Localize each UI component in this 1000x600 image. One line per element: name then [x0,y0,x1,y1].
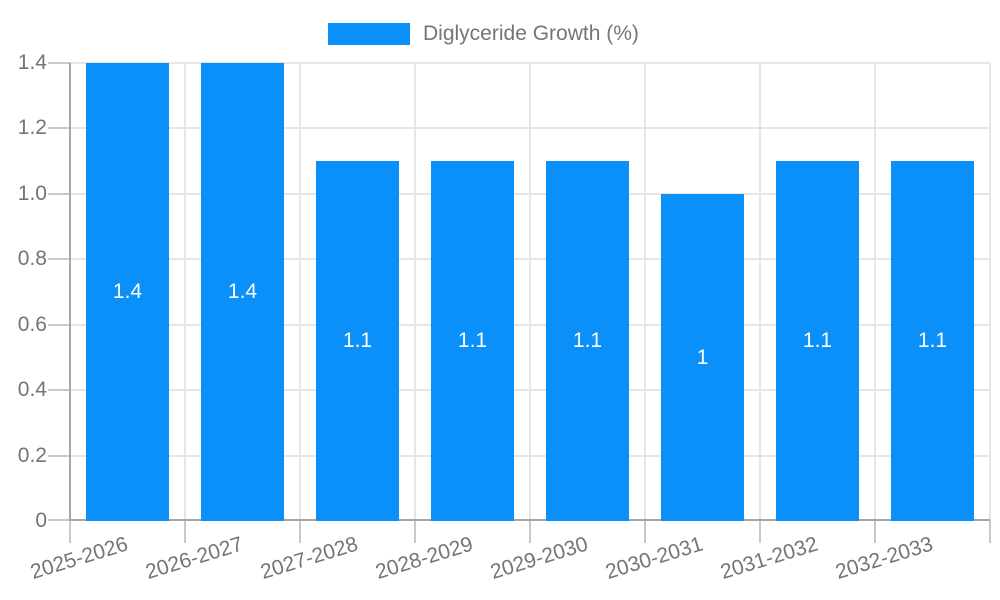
legend-label: Diglyceride Growth (%) [423,22,639,45]
x-tick-label: 2030-2031 [602,532,706,584]
v-gridline [414,63,416,521]
bar-value-label: 1.1 [917,329,948,352]
x-axis-tick [989,521,991,543]
x-tick-label: 2031-2032 [717,532,821,584]
x-tick-label: 2029-2030 [487,532,591,584]
bar[interactable]: 1.1 [546,161,629,521]
y-axis-tick [48,519,70,521]
x-axis-line [70,519,990,521]
x-tick-label: 2027-2028 [257,532,361,584]
legend-item[interactable]: Diglyceride Growth (%) [328,23,639,45]
y-tick-label: 0.4 [17,378,47,402]
y-axis-tick [48,192,70,195]
bar-value-label: 1.1 [572,329,603,352]
y-tick-label: 0.8 [17,247,47,271]
x-axis-tick [759,521,761,543]
v-gridline [184,63,186,521]
bar[interactable]: 1 [661,194,744,521]
x-tick-label: 2028-2029 [372,532,476,584]
x-axis-tick [874,521,876,543]
bar[interactable]: 1.4 [201,63,284,521]
bar-value-label: 1.4 [227,280,258,303]
y-axis-tick [48,454,70,457]
bar-value-label: 1.1 [457,329,488,352]
bar[interactable]: 1.1 [891,161,974,521]
x-axis-tick [644,521,646,543]
plot-area: 1.4 1.2 1.0 0.8 0.6 0.4 0.2 0 1.4 1.4 1.1 1.1 1.1 1 1.… [18,51,991,584]
bar-value-label: 1.4 [112,280,143,303]
x-axis-tick [529,521,531,543]
v-gridline [644,63,646,521]
v-gridline [759,63,761,521]
y-axis-tick [48,323,70,326]
y-axis-tick [48,258,70,261]
x-axis-tick [414,521,416,543]
v-gridline [299,63,301,521]
bar-value-label: 1.1 [802,329,833,352]
bar[interactable]: 1.4 [86,63,169,521]
y-tick-label: 1.4 [17,51,47,74]
bar-value-label: 1 [696,345,709,369]
bar-value-label: 1.1 [342,329,373,352]
x-axis-tick [184,521,186,543]
y-tick-label: 0.6 [17,312,47,336]
x-axis-tick [69,521,71,543]
bar[interactable]: 1.1 [776,161,859,521]
y-axis-tick [48,389,70,392]
y-axis-tick [48,127,70,130]
legend-swatch [328,23,410,45]
bar[interactable]: 1.1 [431,161,514,521]
y-axis-tick [48,62,70,64]
v-gridline [989,63,991,521]
x-tick-label: 2025-2026 [27,532,131,584]
v-gridline [529,63,531,521]
bar[interactable]: 1.1 [316,161,399,521]
y-tick-label: 1.2 [17,116,47,140]
v-gridline [874,63,876,521]
y-tick-label: 1.0 [17,181,47,205]
y-tick-label: 0 [35,509,47,532]
x-tick-label: 2026-2027 [142,532,246,584]
y-tick-label: 0.2 [17,443,47,467]
x-axis-tick [299,521,301,543]
y-axis-line [69,63,71,543]
x-tick-label: 2032-2033 [832,532,936,584]
